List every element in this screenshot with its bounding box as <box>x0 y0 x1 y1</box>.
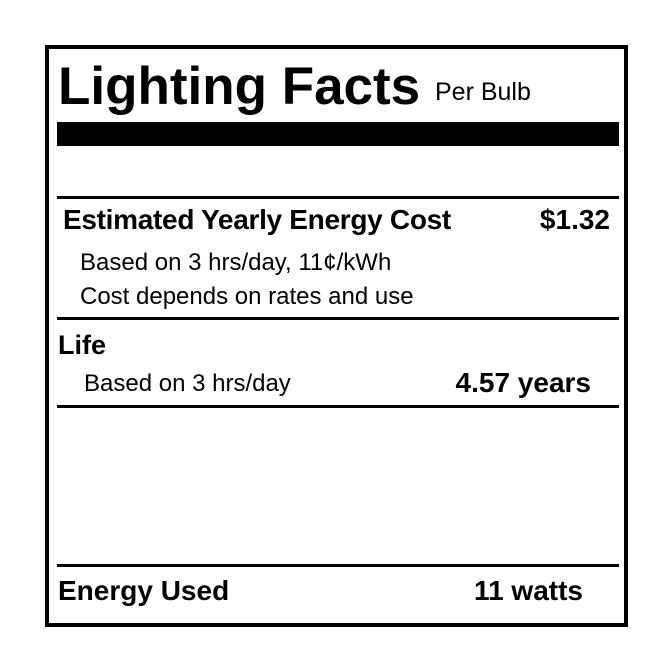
lighting-facts-label: Lighting Facts Per Bulb Estimated Yearly… <box>45 45 628 627</box>
cost-basis: Based on 3 hrs/day, 11¢/kWh <box>80 249 392 276</box>
divider <box>57 405 619 408</box>
divider <box>57 564 619 567</box>
label-title: Lighting Facts <box>58 57 421 116</box>
life-label: Life <box>58 330 107 360</box>
energy-value: 11 watts <box>474 575 583 606</box>
cost-label: Estimated Yearly Energy Cost <box>63 204 451 235</box>
label-subtitle: Per Bulb <box>435 78 531 106</box>
divider <box>57 196 619 199</box>
header-bar <box>57 122 619 146</box>
life-value: 4.57 years <box>455 367 591 398</box>
cost-value: $1.32 <box>539 204 610 235</box>
divider <box>57 317 619 320</box>
energy-label: Energy Used <box>58 575 230 606</box>
cost-note: Cost depends on rates and use <box>80 283 414 310</box>
life-basis: Based on 3 hrs/day <box>84 370 291 397</box>
